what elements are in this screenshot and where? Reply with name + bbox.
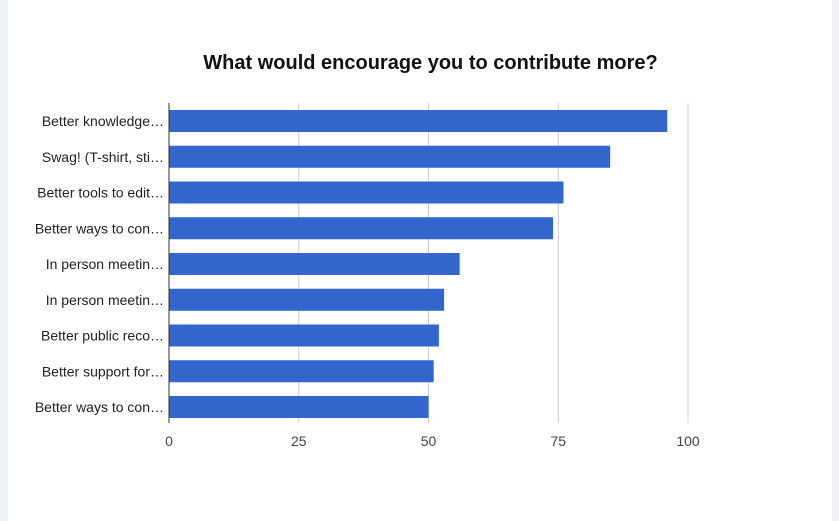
chart-title: What would encourage you to contribute m… (203, 52, 658, 74)
bar (169, 110, 668, 132)
category-label: Better ways to con… (35, 399, 164, 415)
category-label: Better support for… (42, 363, 164, 379)
category-label: Better public reco… (41, 328, 164, 344)
x-tick-label: 50 (421, 433, 437, 449)
bar (169, 288, 445, 311)
bar (169, 181, 564, 204)
category-label: Better tools to edit… (37, 185, 164, 201)
category-label: In person meetin… (46, 256, 164, 272)
bar (169, 253, 460, 275)
x-tick-label: 100 (676, 433, 700, 449)
bar (169, 324, 439, 347)
bar (169, 145, 611, 168)
bar (169, 217, 554, 240)
x-tick-label: 0 (165, 433, 173, 449)
category-label: In person meetin… (46, 292, 164, 308)
category-label: Swag! (T-shirt, sti… (42, 149, 164, 165)
x-tick-label: 25 (291, 433, 307, 449)
category-label: Better ways to con… (35, 220, 164, 236)
x-tick-label: 75 (550, 433, 566, 449)
bar (169, 396, 429, 418)
bar (169, 360, 434, 383)
category-label: Better knowledge… (42, 113, 164, 129)
